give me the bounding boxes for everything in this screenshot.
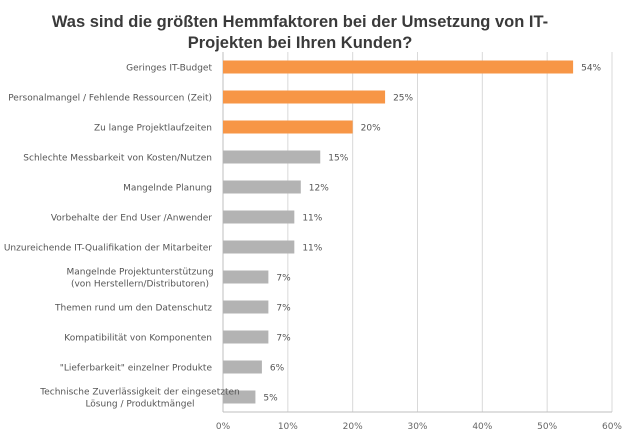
category-label: Mangelnde Planung bbox=[123, 184, 212, 194]
data-label: 11% bbox=[302, 244, 322, 254]
category-label: Themen rund um den Datenschutz bbox=[54, 304, 212, 314]
x-tick-label: 60% bbox=[602, 422, 622, 432]
category-label: Geringes IT-Budget bbox=[126, 64, 212, 74]
bar bbox=[223, 180, 301, 194]
bar bbox=[223, 330, 269, 344]
x-tick-label: 0% bbox=[216, 422, 231, 432]
data-label: 15% bbox=[328, 154, 348, 164]
category-label: Kompatibilität von Komponenten bbox=[64, 334, 212, 344]
bar bbox=[223, 150, 321, 164]
data-label: 7% bbox=[276, 334, 291, 344]
bar bbox=[223, 390, 256, 404]
category-label: Vorbehalte der End User /Anwender bbox=[51, 214, 212, 224]
chart-title: Was sind die größten Hemmfaktoren bei de… bbox=[40, 12, 560, 54]
bar bbox=[223, 300, 269, 314]
category-label: Unzureichende IT-Qualifikation der Mitar… bbox=[4, 244, 212, 254]
bar bbox=[223, 210, 295, 224]
data-label: 11% bbox=[302, 214, 322, 224]
bar bbox=[223, 60, 574, 74]
data-label: 20% bbox=[361, 124, 381, 134]
category-label: "Lieferbarkeit" einzelner Produkte bbox=[60, 364, 213, 374]
bar bbox=[223, 360, 262, 374]
data-label: 6% bbox=[270, 364, 285, 374]
category-label: Personalmangel / Fehlende Ressourcen (Ze… bbox=[8, 94, 212, 104]
chart-title-line: Projekten bei Ihren Kunden? bbox=[187, 34, 413, 52]
x-tick-label: 50% bbox=[537, 422, 557, 432]
x-tick-label: 30% bbox=[407, 422, 427, 432]
category-label: Technische Zuverlässigkeit der eingesetz… bbox=[39, 388, 240, 410]
data-label: 12% bbox=[309, 184, 329, 194]
data-label: 7% bbox=[276, 274, 291, 284]
category-label: Zu lange Projektlaufzeiten bbox=[94, 124, 212, 134]
bar bbox=[223, 240, 295, 254]
data-label: 25% bbox=[393, 94, 413, 104]
data-label: 54% bbox=[581, 64, 601, 74]
chart-title-line: Was sind die größten Hemmfaktoren bei de… bbox=[51, 13, 549, 31]
bar bbox=[223, 90, 386, 104]
bar bbox=[223, 120, 353, 134]
x-tick-label: 20% bbox=[343, 422, 363, 432]
data-label: 5% bbox=[263, 394, 278, 404]
data-label: 7% bbox=[276, 304, 291, 314]
category-label: Mangelnde Projektunterstützung (von Herst… bbox=[66, 268, 213, 290]
category-label: Schlechte Messbarkeit von Kosten/Nutzen bbox=[23, 154, 212, 164]
x-tick-label: 10% bbox=[278, 422, 298, 432]
bar bbox=[223, 270, 269, 284]
x-tick-label: 40% bbox=[472, 422, 492, 432]
